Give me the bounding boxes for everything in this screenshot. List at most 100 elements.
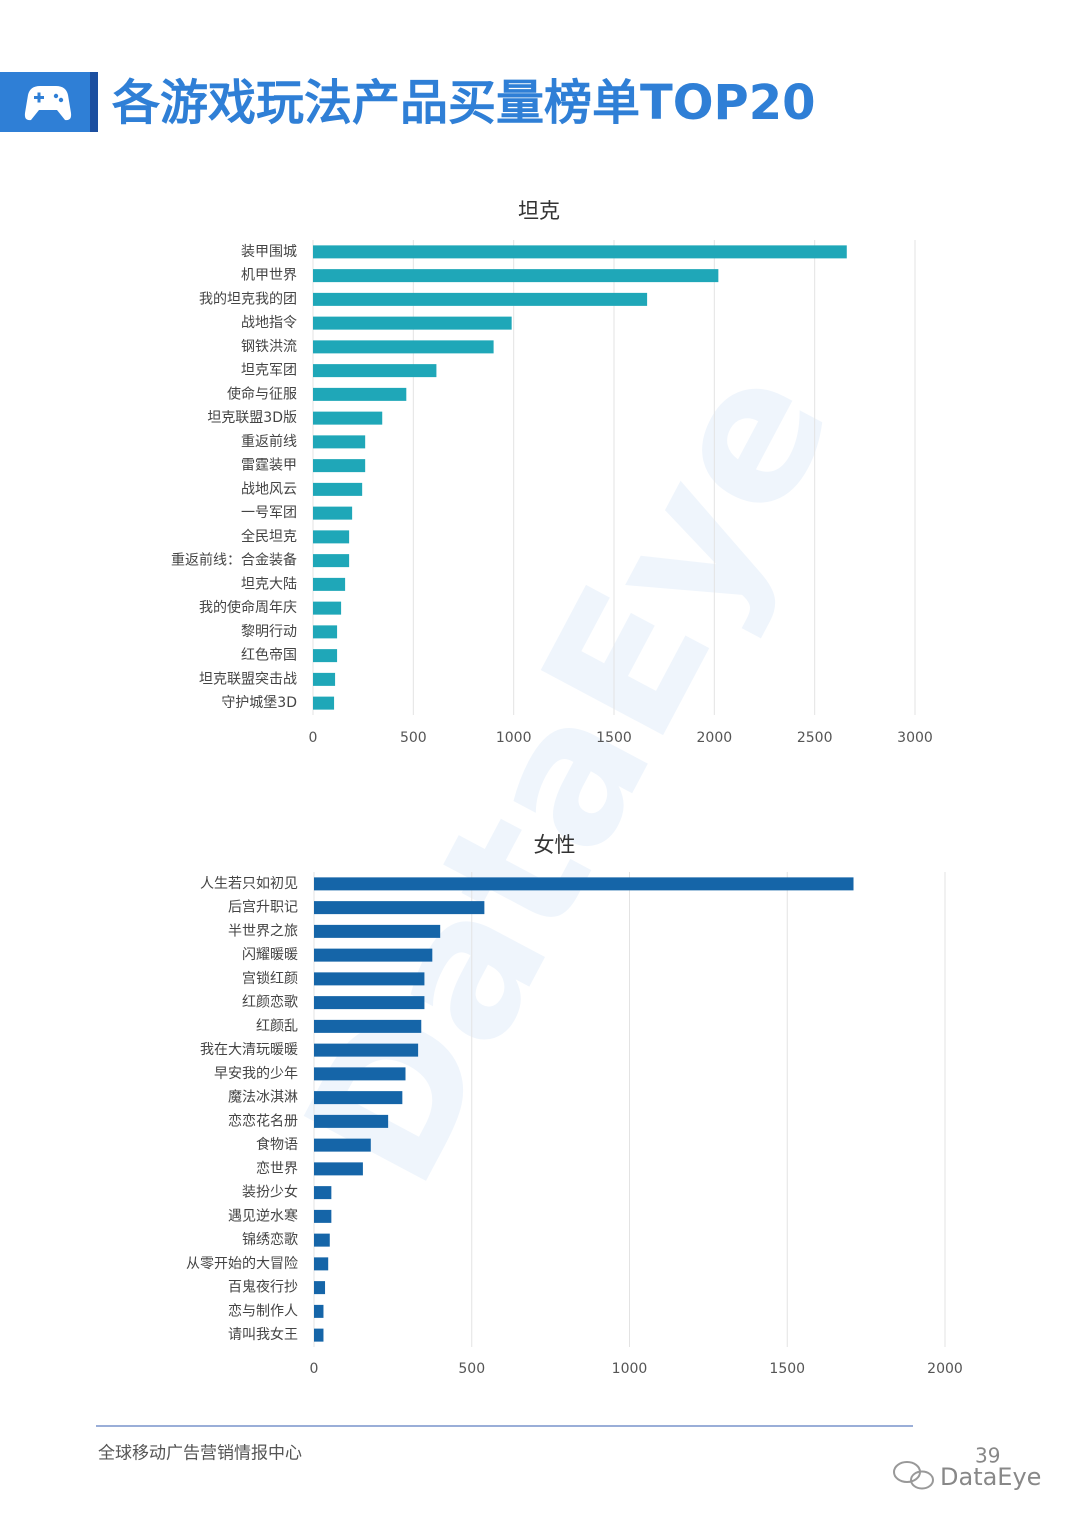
x-tick-label: 500 (400, 730, 427, 746)
y-tick-label: 机甲世界 (241, 268, 297, 284)
chart-title: 坦克 (518, 199, 560, 223)
bar (313, 554, 350, 568)
y-tick-label: 装扮少女 (242, 1184, 298, 1201)
bar (314, 924, 441, 938)
y-tick-label: 百鬼夜行抄 (228, 1280, 298, 1296)
bar (314, 901, 485, 915)
y-tick-label: 食物语 (256, 1136, 298, 1153)
y-tick-label: 黎明行动 (241, 624, 297, 640)
y-tick-label: 宫锁红颜 (242, 971, 298, 987)
bar (314, 1019, 422, 1033)
y-tick-label: 后宫升职记 (228, 900, 298, 916)
x-tick-label: 0 (309, 730, 318, 746)
bar (314, 1138, 371, 1152)
bar (314, 1091, 403, 1105)
header-divider (90, 72, 98, 132)
x-tick-label: 2000 (697, 730, 733, 746)
y-tick-label: 半世界之旅 (228, 923, 298, 939)
y-tick-label: 锦绣恋歌 (242, 1231, 298, 1248)
y-tick-label: 坦克联盟3D版 (207, 410, 297, 426)
y-tick-label: 恋恋花名册 (228, 1112, 298, 1129)
bar (313, 292, 648, 306)
bar (313, 364, 437, 378)
y-tick-label: 重返前线 (241, 433, 297, 450)
gamepad-icon (24, 86, 72, 121)
y-tick-label: 一号军团 (241, 505, 297, 521)
bar (313, 696, 335, 710)
y-tick-label: 坦克大陆 (241, 576, 297, 592)
bar (313, 459, 366, 473)
y-tick-label: 重返前线：合金装备 (171, 552, 297, 569)
x-tick-label: 0 (310, 1361, 319, 1377)
chart-title: 女性 (534, 833, 576, 857)
bar (314, 1257, 329, 1271)
x-tick-label: 1500 (769, 1361, 805, 1377)
y-tick-label: 红色帝国 (241, 647, 297, 664)
y-tick-label: 坦克联盟突击战 (199, 671, 297, 687)
y-tick-label: 战地指令 (241, 315, 297, 331)
y-tick-label: 魔法冰淇淋 (228, 1090, 298, 1106)
bar (314, 1233, 330, 1247)
x-tick-label: 2500 (797, 730, 833, 746)
y-tick-label: 雷霆装甲 (241, 458, 297, 474)
x-tick-label: 1000 (496, 730, 532, 746)
bar (313, 245, 847, 259)
bar (314, 996, 425, 1010)
bar (313, 649, 338, 663)
bar (314, 1328, 324, 1342)
bar (314, 877, 854, 891)
y-tick-label: 守护城堡3D (221, 695, 297, 711)
y-tick-label: 战地风云 (241, 481, 297, 497)
y-tick-label: 遇见逆水寒 (228, 1207, 298, 1224)
x-tick-label: 500 (458, 1361, 485, 1377)
y-tick-label: 使命与征服 (227, 385, 297, 402)
bar (313, 577, 346, 591)
bar (313, 506, 353, 520)
y-tick-label: 装甲围城 (241, 244, 297, 260)
bar (314, 1281, 326, 1295)
page-title: 各游戏玩法产品买量榜单TOP20 (112, 75, 816, 131)
bar (313, 269, 719, 283)
y-tick-label: 全民坦克 (241, 528, 297, 545)
bar (313, 601, 342, 615)
y-tick-label: 闪耀暖暖 (242, 947, 298, 963)
bar (314, 972, 425, 986)
bar (314, 1043, 419, 1057)
bar (313, 625, 338, 639)
footer-brand: DataEye (940, 1463, 1041, 1491)
page-number: 39 (975, 1444, 1000, 1468)
bar (313, 672, 336, 686)
y-tick-label: 早安我的少年 (214, 1066, 298, 1082)
bar (314, 1162, 363, 1176)
wechat-icon (893, 1461, 934, 1490)
bar (314, 948, 433, 962)
x-tick-label: 1500 (596, 730, 632, 746)
y-tick-label: 从零开始的大冒险 (186, 1256, 298, 1272)
x-tick-label: 2000 (927, 1361, 963, 1377)
bar (314, 1304, 324, 1318)
bar (313, 530, 350, 544)
bar (314, 1114, 389, 1128)
bar (313, 411, 383, 425)
y-tick-label: 我在大清玩暖暖 (200, 1042, 298, 1058)
bar (314, 1067, 406, 1081)
y-tick-label: 人生若只如初见 (200, 875, 298, 892)
bar (314, 1186, 332, 1200)
footer-text: 全球移动广告营销情报中心 (98, 1444, 302, 1464)
y-tick-label: 请叫我女王 (228, 1326, 298, 1343)
bar (313, 482, 363, 496)
bar (313, 340, 494, 354)
bar (313, 435, 366, 449)
x-tick-label: 3000 (897, 730, 933, 746)
y-tick-label: 红颜乱 (256, 1018, 298, 1034)
y-tick-label: 钢铁洪流 (241, 339, 297, 355)
bar (314, 1209, 332, 1223)
y-tick-label: 恋与制作人 (228, 1302, 298, 1319)
y-tick-label: 恋世界 (256, 1160, 298, 1177)
bar (313, 387, 407, 401)
y-tick-label: 我的使命周年庆 (199, 599, 297, 616)
bar (313, 316, 512, 330)
y-tick-label: 红颜恋歌 (242, 994, 298, 1011)
